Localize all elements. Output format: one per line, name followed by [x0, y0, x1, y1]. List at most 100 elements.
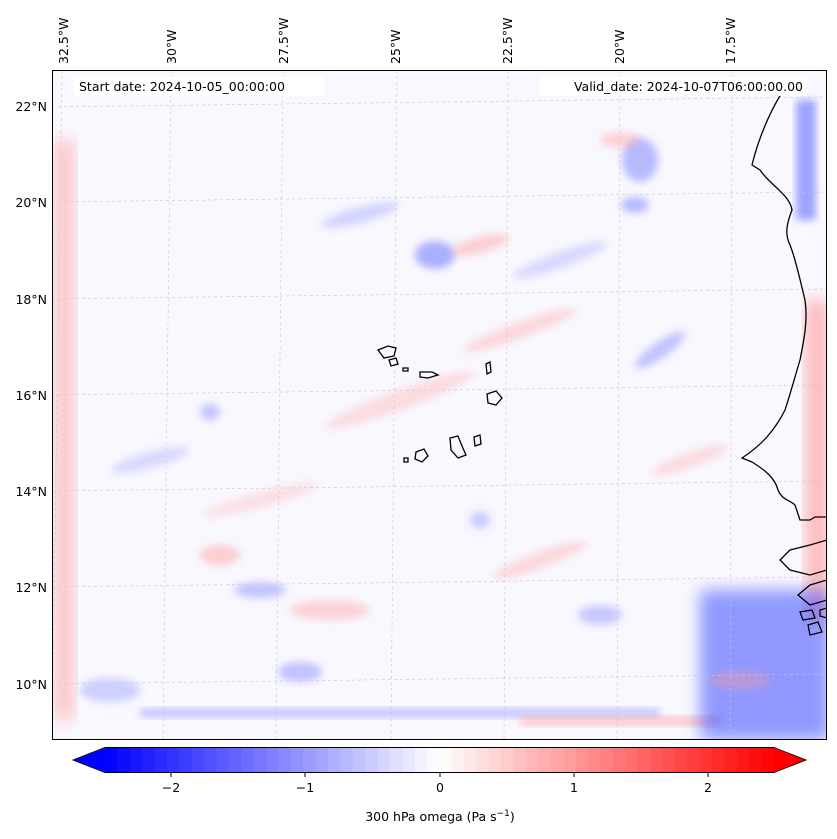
- lat-tick-label: 16°N: [15, 388, 47, 403]
- bijagos-islands: [799, 607, 827, 636]
- coastlines: [376, 87, 827, 636]
- colorbar-segment: [179, 747, 193, 773]
- colorbar-segment: [352, 747, 366, 773]
- lon-tick-label: 17.5°W: [723, 18, 738, 64]
- colorbar-segment: [476, 747, 490, 773]
- lon-tick-label: 27.5°W: [276, 18, 291, 64]
- colorbar-segments: [105, 747, 775, 773]
- colorbar-segment: [575, 747, 589, 773]
- colorbar-tick-label: 2: [704, 780, 712, 795]
- omega-band-west: [54, 140, 74, 720]
- lon-tick-label: 30°W: [164, 29, 179, 64]
- colorbar-extend-max: [774, 748, 806, 772]
- cape-verde-santa-luzia: [402, 367, 409, 372]
- lat-tick-label: 14°N: [15, 484, 47, 499]
- lat-tick-label: 20°N: [15, 195, 47, 210]
- map-gridlines: [52, 70, 827, 740]
- cape-verde-sao-nicolau: [419, 371, 440, 379]
- colorbar-segment: [674, 747, 688, 773]
- colorbar-segment: [761, 747, 775, 773]
- colorbar-segment: [365, 747, 379, 773]
- colorbar-segment: [340, 747, 354, 773]
- lat-tick-label: 18°N: [15, 292, 47, 307]
- cape-verde-maio: [473, 434, 482, 447]
- gambia-coastline: [779, 539, 827, 576]
- colorbar-segment: [538, 747, 552, 773]
- colorbar-ticks: [170, 772, 709, 777]
- colorbar-segment: [699, 747, 713, 773]
- colorbar-segment: [687, 747, 701, 773]
- lat-tick-label: 10°N: [15, 677, 47, 692]
- colorbar-segment: [588, 747, 602, 773]
- colorbar-tick-label: 0: [436, 780, 444, 795]
- colorbar-segment: [749, 747, 763, 773]
- cape-verde-fogo: [414, 448, 429, 463]
- lon-tick-label: 22.5°W: [500, 18, 515, 64]
- map-panel: Start date: 2024-10-05_00:00:00 Valid_da…: [52, 70, 827, 740]
- colorbar-segment: [600, 747, 614, 773]
- colorbar-segment: [724, 747, 738, 773]
- start-date-label: Start date: 2024-10-05_00:00:00: [79, 79, 285, 94]
- colorbar-segment: [204, 747, 218, 773]
- colorbar-segment: [303, 747, 317, 773]
- map-background: [52, 70, 827, 740]
- valid-date-label: Valid_date: 2024-10-07T06:00:00.00: [574, 79, 803, 94]
- cape-verde-santiago: [449, 435, 467, 459]
- colorbar-segment: [278, 747, 292, 773]
- colorbar-segment: [513, 747, 527, 773]
- guinea-bissau-coastline: [796, 579, 827, 606]
- cape-verde-sao-vicente: [388, 357, 399, 367]
- colorbar: −2 −1 0 1 2 300 hPa omega (Pa s−1): [71, 747, 808, 824]
- colorbar-extend-min: [73, 748, 105, 772]
- omega-cells-negative: [80, 138, 685, 702]
- valid-date-box: [540, 77, 807, 96]
- lon-tick-label: 20°W: [612, 29, 627, 64]
- colorbar-segment: [464, 747, 478, 773]
- colorbar-segment: [612, 747, 626, 773]
- cape-verde-sal: [485, 360, 492, 376]
- colorbar-segment: [228, 747, 242, 773]
- colorbar-outline: [71, 747, 808, 773]
- colorbar-segment: [501, 747, 515, 773]
- lon-tick-label: 32.5°W: [56, 18, 71, 64]
- colorbar-segment: [712, 747, 726, 773]
- colorbar-segment: [389, 747, 403, 773]
- colorbar-segment: [439, 747, 453, 773]
- colorbar-segment: [290, 747, 304, 773]
- colorbar-segment: [216, 747, 230, 773]
- colorbar-segment: [563, 747, 577, 773]
- colorbar-tick-label: 1: [570, 780, 578, 795]
- colorbar-segment: [402, 747, 416, 773]
- omega-cells-positive: [200, 132, 770, 690]
- colorbar-segment: [637, 747, 651, 773]
- cape-verde-santo-antao: [376, 345, 397, 359]
- omega-corner-se: [700, 590, 827, 740]
- colorbar-segment: [625, 747, 639, 773]
- colorbar-segment: [414, 747, 428, 773]
- colorbar-segment: [526, 747, 540, 773]
- omega-band-east-blue: [796, 100, 816, 220]
- colorbar-segment: [315, 747, 329, 773]
- colorbar-segment: [328, 747, 341, 773]
- colorbar-segment: [451, 747, 465, 773]
- lon-tick-label: 25°W: [388, 29, 403, 64]
- colorbar-segment: [166, 747, 180, 773]
- omega-field: [52, 70, 827, 740]
- colorbar-segment: [551, 747, 564, 773]
- colorbar-segment: [489, 747, 503, 773]
- colorbar-segment: [736, 747, 750, 773]
- cape-verde-boa-vista: [486, 390, 503, 406]
- colorbar-segment: [241, 747, 255, 773]
- colorbar-segment: [105, 747, 118, 773]
- omega-band-south-red: [520, 716, 720, 726]
- colorbar-segment: [142, 747, 156, 773]
- colorbar-segment: [191, 747, 205, 773]
- colorbar-segment: [154, 747, 168, 773]
- colorbar-segment: [377, 747, 391, 773]
- longitude-labels: 32.5°W 30°W 27.5°W 25°W 22.5°W 20°W 17.5…: [56, 18, 738, 64]
- colorbar-segment: [129, 747, 143, 773]
- date-header: Start date: 2024-10-05_00:00:00 Valid_da…: [74, 77, 807, 96]
- latitude-labels: 22°N 20°N 18°N 16°N 14°N 12°N 10°N: [15, 99, 47, 692]
- colorbar-segment: [253, 747, 267, 773]
